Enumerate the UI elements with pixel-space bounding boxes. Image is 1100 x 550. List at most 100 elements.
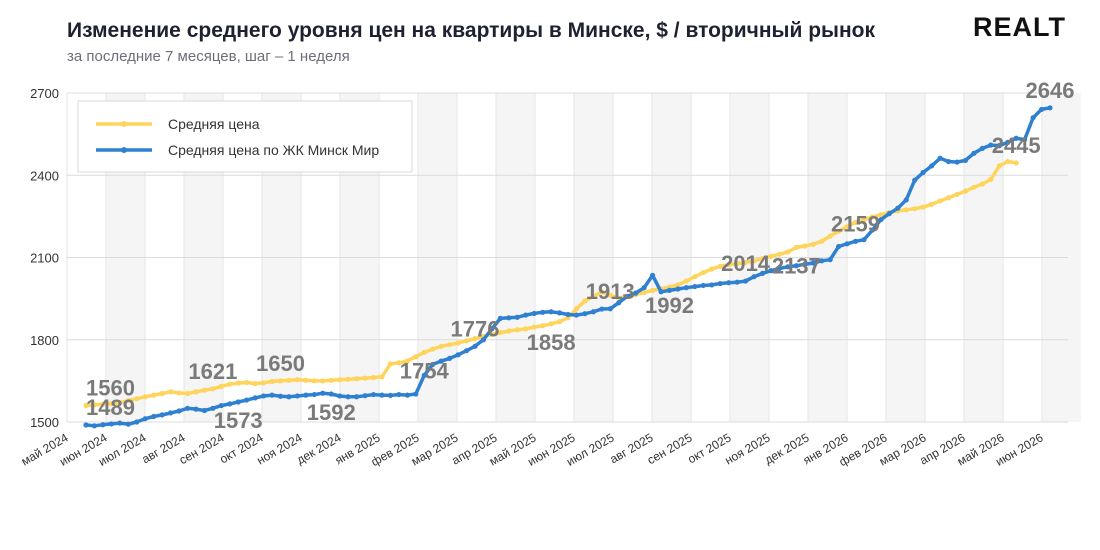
- data-point: [142, 394, 148, 400]
- data-point: [759, 255, 766, 262]
- logo-text: REALT: [973, 12, 1066, 42]
- data-point: [387, 392, 394, 399]
- data-point: [159, 412, 165, 418]
- data-point: [252, 381, 258, 387]
- data-point: [167, 410, 174, 416]
- data-point: [514, 314, 520, 320]
- data-point: [726, 280, 732, 286]
- data-point: [413, 391, 419, 397]
- data-point: [506, 328, 512, 334]
- data-point: [641, 289, 647, 296]
- data-point: [776, 265, 783, 272]
- chart-title: Изменение среднего уровня цен на квартир…: [67, 19, 876, 42]
- data-point: [852, 219, 859, 226]
- data-point: [134, 419, 140, 425]
- data-point: [353, 376, 360, 382]
- data-point: [548, 309, 554, 315]
- data-point: [404, 358, 410, 364]
- data-label: 1621: [188, 359, 237, 384]
- data-point: [506, 315, 512, 321]
- data-point: [869, 214, 876, 220]
- data-point: [675, 286, 681, 292]
- data-point: [463, 338, 470, 344]
- data-point: [861, 217, 867, 223]
- data-point: [463, 348, 470, 354]
- data-point: [937, 155, 943, 161]
- data-point: [633, 290, 639, 296]
- data-point: [1022, 137, 1028, 143]
- data-point: [523, 312, 529, 318]
- data-point: [260, 380, 267, 386]
- data-point: [717, 263, 723, 269]
- data-point: [751, 274, 757, 280]
- data-label: 1776: [451, 316, 500, 341]
- data-point: [937, 198, 943, 204]
- x-tick-label: сен 2024: [177, 430, 227, 467]
- data-label: 1754: [400, 358, 450, 383]
- data-point: [734, 279, 740, 285]
- legend: Средняя цена Средняя цена по ЖК Минск Мир: [77, 100, 413, 173]
- data-point: [447, 342, 453, 348]
- data-point: [988, 142, 994, 148]
- data-point: [201, 407, 207, 414]
- data-point: [303, 392, 309, 398]
- data-point: [548, 321, 554, 327]
- data-point: [903, 207, 909, 213]
- data-point: [616, 300, 622, 306]
- data-point: [328, 377, 334, 383]
- data-point: [117, 400, 123, 406]
- data-point: [582, 298, 588, 304]
- data-point: [167, 389, 174, 395]
- data-point: [819, 238, 825, 244]
- data-point: [176, 408, 182, 414]
- data-point: [962, 157, 969, 164]
- data-point: [886, 211, 892, 217]
- legend-entry: Средняя цена: [168, 116, 260, 132]
- data-point: [227, 381, 233, 387]
- data-point: [210, 386, 216, 392]
- data-point: [793, 263, 799, 269]
- data-point: [996, 143, 1002, 149]
- data-point: [100, 401, 106, 407]
- data-point: [320, 390, 326, 396]
- data-point: [912, 206, 918, 212]
- data-point: [353, 394, 360, 400]
- data-point: [311, 378, 317, 384]
- data-point: [497, 315, 503, 321]
- data-label: 1650: [256, 351, 305, 376]
- data-point: [649, 272, 656, 278]
- data-label: 2445: [992, 133, 1041, 158]
- data-point: [599, 306, 605, 312]
- chart-subtitle: за последние 7 месяцев, шаг – 1 неделя: [67, 48, 350, 65]
- data-point: [929, 201, 935, 207]
- data-point: [844, 224, 850, 230]
- data-point: [590, 309, 596, 315]
- data-point: [269, 378, 275, 385]
- data-point: [785, 249, 791, 255]
- data-point: [734, 260, 740, 267]
- data-point: [184, 405, 191, 411]
- data-point: [929, 163, 935, 169]
- data-point: [438, 343, 444, 349]
- data-point: [683, 278, 689, 284]
- data-point: [835, 228, 842, 234]
- data-label: 1858: [527, 330, 576, 355]
- data-point: [480, 337, 487, 343]
- data-point: [91, 423, 98, 429]
- data-point: [700, 269, 706, 276]
- x-tick-label: сен 2025: [645, 430, 695, 467]
- data-point: [759, 270, 766, 277]
- data-point: [1005, 139, 1011, 145]
- data-point: [438, 358, 444, 364]
- data-point: [666, 287, 673, 293]
- data-point: [540, 323, 546, 329]
- data-point: [396, 360, 402, 366]
- data-point: [776, 251, 783, 257]
- data-point: [556, 310, 563, 316]
- data-point: [83, 402, 89, 409]
- data-point: [455, 352, 461, 358]
- data-point: [971, 184, 977, 190]
- data-point: [421, 372, 427, 378]
- data-point: [861, 237, 867, 243]
